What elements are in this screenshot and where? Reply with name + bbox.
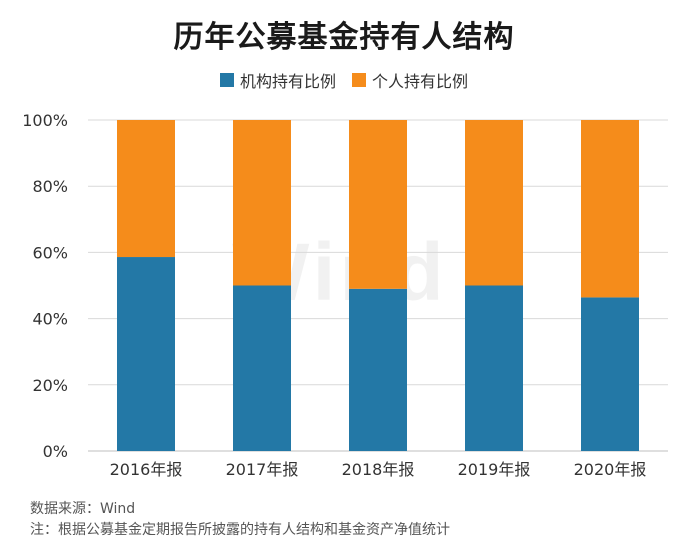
bar-individual bbox=[233, 120, 291, 286]
bar-individual bbox=[465, 120, 523, 286]
legend-item-individual: 个人持有比例 bbox=[352, 68, 468, 92]
x-tick-label: 2017年报 bbox=[226, 460, 299, 479]
legend-swatch-individual bbox=[352, 73, 366, 87]
bar-individual bbox=[349, 120, 407, 289]
bar-institutional bbox=[465, 285, 523, 451]
x-tick-label: 2020年报 bbox=[574, 460, 647, 479]
legend-label-institutional: 机构持有比例 bbox=[239, 72, 336, 91]
y-tick-label: 100% bbox=[22, 111, 68, 130]
footnote-text: 注：根据公募基金定期报告所披露的持有人结构和基金资产净值统计 bbox=[30, 522, 450, 538]
chart-legend: 机构持有比例 个人持有比例 bbox=[0, 68, 688, 92]
x-tick-label: 2016年报 bbox=[110, 460, 183, 479]
y-tick-label: 20% bbox=[32, 376, 68, 395]
chart-title: 历年公募基金持有人结构 bbox=[173, 20, 515, 55]
bar-institutional bbox=[349, 288, 407, 451]
bar-individual bbox=[581, 120, 639, 298]
bar-institutional bbox=[581, 297, 639, 451]
x-tick-label: 2019年报 bbox=[458, 460, 531, 479]
bar-institutional bbox=[117, 257, 175, 451]
y-tick-label: 80% bbox=[32, 177, 68, 196]
y-tick-label: 40% bbox=[32, 310, 68, 329]
data-source-text: 数据来源：Wind bbox=[30, 501, 136, 517]
x-tick-label: 2018年报 bbox=[342, 460, 415, 479]
legend-label-individual: 个人持有比例 bbox=[372, 72, 469, 91]
bar-institutional bbox=[233, 285, 291, 451]
legend-swatch-institutional bbox=[219, 73, 234, 87]
y-tick-label: 0% bbox=[43, 442, 68, 461]
y-tick-label: 60% bbox=[32, 243, 68, 262]
legend-item-institutional: 机构持有比例 bbox=[219, 68, 336, 92]
bar-individual bbox=[117, 120, 175, 258]
